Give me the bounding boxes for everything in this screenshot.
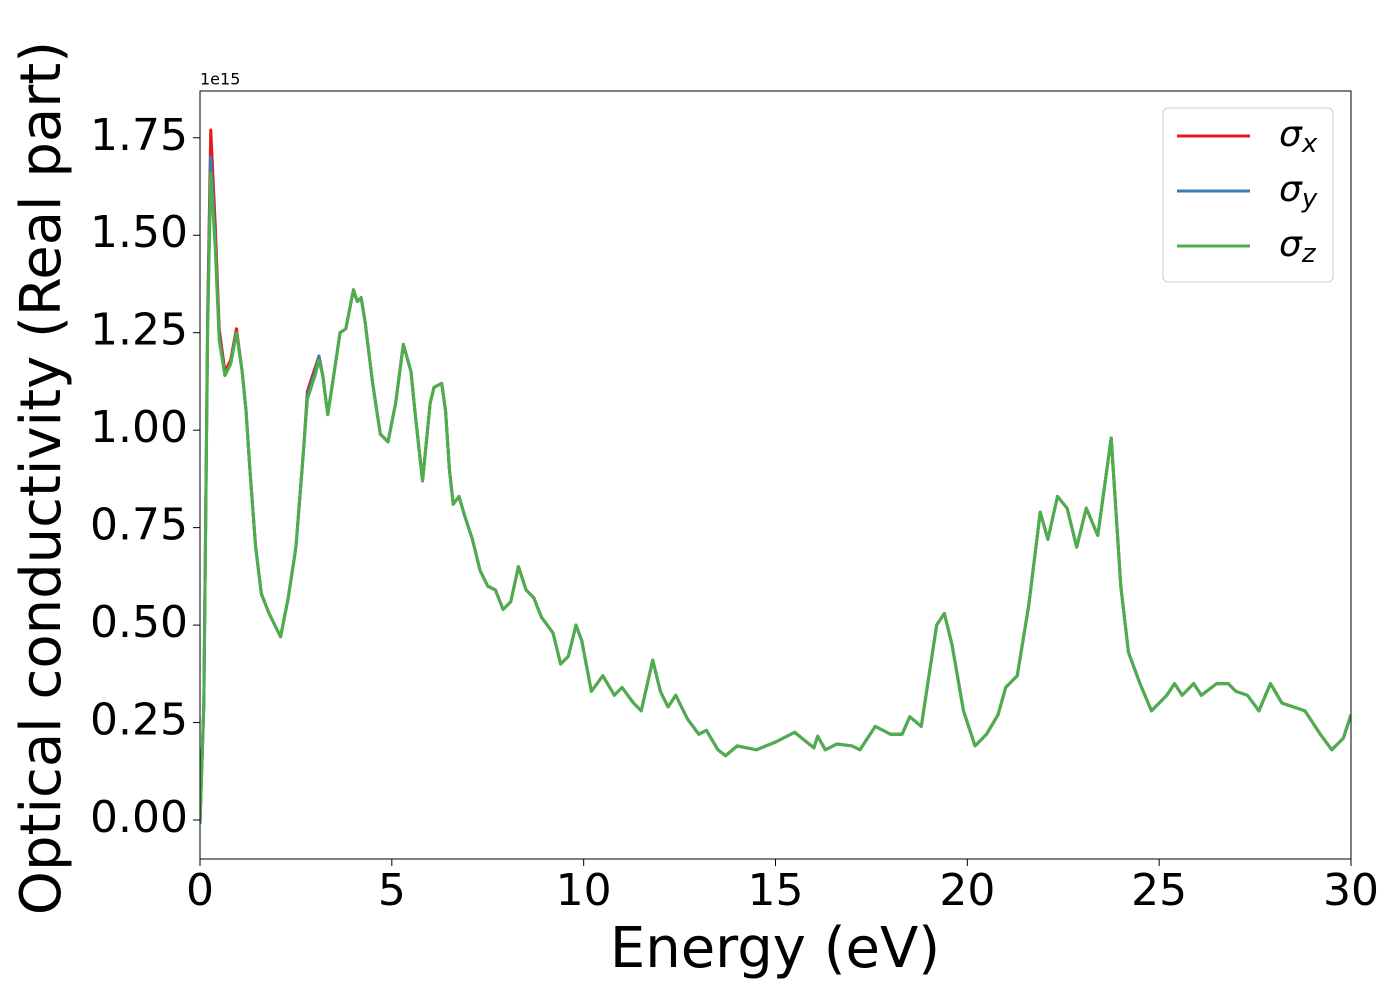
x-tick-label: 5 (378, 865, 406, 916)
y-tick-label: 0.25 (90, 695, 188, 746)
y-axis-label: Optical conductivity (Real part) (9, 41, 74, 915)
legend-box (1162, 107, 1334, 283)
x-tick-label: 0 (186, 865, 214, 916)
series-line (200, 171, 1351, 824)
plot-frame (199, 90, 1352, 860)
y-tick-label: 1.50 (90, 207, 188, 258)
x-axis-label: Energy (eV) (610, 916, 940, 981)
y-tick-label: 0.50 (90, 597, 188, 648)
y-tick-label: 0.00 (90, 792, 188, 843)
x-tick-label: 15 (748, 865, 804, 916)
x-tick-label: 25 (1131, 865, 1187, 916)
x-tick-label: 10 (556, 865, 612, 916)
x-tick-label: 20 (939, 865, 995, 916)
offset-label: 1e15 (200, 70, 240, 89)
legend-label: σz (1279, 224, 1317, 269)
y-tick-label: 0.75 (90, 500, 188, 551)
x-tick-label: 30 (1323, 865, 1379, 916)
legend-label: σy (1279, 169, 1318, 214)
legend-label: σx (1279, 114, 1318, 159)
y-tick-label: 1.75 (90, 110, 188, 161)
y-tick-label: 1.00 (90, 402, 188, 453)
y-tick-label: 1.25 (90, 305, 188, 356)
